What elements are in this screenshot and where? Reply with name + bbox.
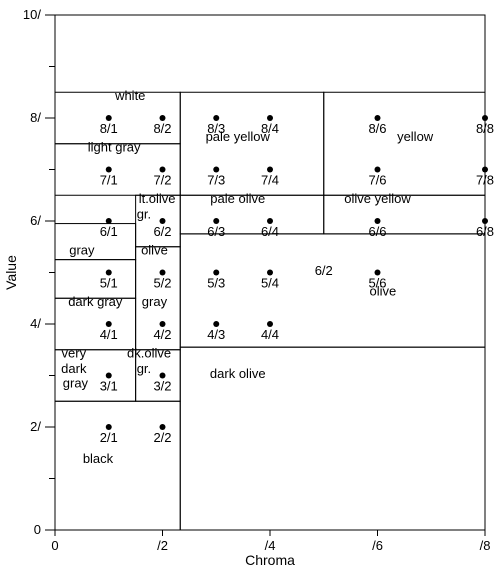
point-label: 2/1 xyxy=(100,430,118,445)
point-label: 4/1 xyxy=(100,327,118,342)
point-label: 7/1 xyxy=(100,173,118,188)
y-tick-label: 4/ xyxy=(30,316,41,331)
point-label: 5/3 xyxy=(207,276,225,291)
extra-label: dark xyxy=(61,361,87,376)
extra-label: gray xyxy=(142,294,168,309)
y-tick-label: 10/ xyxy=(23,7,41,22)
point-label: 5/1 xyxy=(100,276,118,291)
y-tick-label: 8/ xyxy=(30,110,41,125)
point-label: 8/4 xyxy=(261,121,279,136)
point-label: 8/3 xyxy=(207,121,225,136)
region-label: dark olive xyxy=(210,366,266,381)
x-tick-label: /2 xyxy=(157,538,168,553)
point-label: 6/2 xyxy=(153,224,171,239)
region-label: lt.olive xyxy=(139,191,176,206)
point-label: 4/3 xyxy=(207,327,225,342)
extra-label: gr. xyxy=(137,361,151,376)
point-label: 7/4 xyxy=(261,173,279,188)
point-label: 6/8 xyxy=(476,224,494,239)
point-label: 6/6 xyxy=(368,224,386,239)
point-label: 6/3 xyxy=(207,224,225,239)
extra-label: gray xyxy=(63,375,89,390)
x-tick-label: /6 xyxy=(372,538,383,553)
point-label: 7/3 xyxy=(207,173,225,188)
point-label: 8/2 xyxy=(153,121,171,136)
point-label: 6/4 xyxy=(261,224,279,239)
region-label: olive yellow xyxy=(344,191,411,206)
munsell-diagram: white light gray lt.olive gray olive dark gra… xyxy=(0,0,500,575)
point-label: 3/2 xyxy=(153,379,171,394)
region-label: pale olive xyxy=(210,191,265,206)
region-label: very xyxy=(62,345,87,360)
extra-label: gr. xyxy=(137,206,151,221)
point-label: 8/8 xyxy=(476,121,494,136)
point-label: 7/2 xyxy=(153,173,171,188)
point-label: 4/4 xyxy=(261,327,279,342)
region-label: gray xyxy=(69,242,95,257)
point-label: 5/6 xyxy=(368,276,386,291)
region-label: white xyxy=(114,88,145,103)
region-label: light gray xyxy=(88,139,141,154)
y-tick-label: 2/ xyxy=(30,419,41,434)
point-label: 3/1 xyxy=(100,379,118,394)
y-tick-label: 6/ xyxy=(30,213,41,228)
point-label: 2/2 xyxy=(153,430,171,445)
x-tick-label: /4 xyxy=(265,538,276,553)
x-tick-label: 0 xyxy=(51,538,58,553)
point-label: 6/1 xyxy=(100,224,118,239)
point-label: 7/6 xyxy=(368,173,386,188)
region-label: black xyxy=(83,451,114,466)
point-label: 8/1 xyxy=(100,121,118,136)
point-label: 5/2 xyxy=(153,276,171,291)
y-axis-label: Value xyxy=(3,255,19,290)
region-label: yellow xyxy=(397,129,434,144)
x-tick-label: /8 xyxy=(480,538,491,553)
point-label: 5/4 xyxy=(261,276,279,291)
region-label: dark gray xyxy=(68,294,123,309)
point-label: 4/2 xyxy=(153,327,171,342)
extra-label: 6/2 xyxy=(315,263,333,278)
y-tick-label: 0 xyxy=(34,522,41,537)
region-label: olive xyxy=(141,242,168,257)
region-label: dk.olive xyxy=(127,345,171,360)
point-label: 7/8 xyxy=(476,173,494,188)
point-label: 8/6 xyxy=(368,121,386,136)
x-axis-label: Chroma xyxy=(245,552,295,568)
